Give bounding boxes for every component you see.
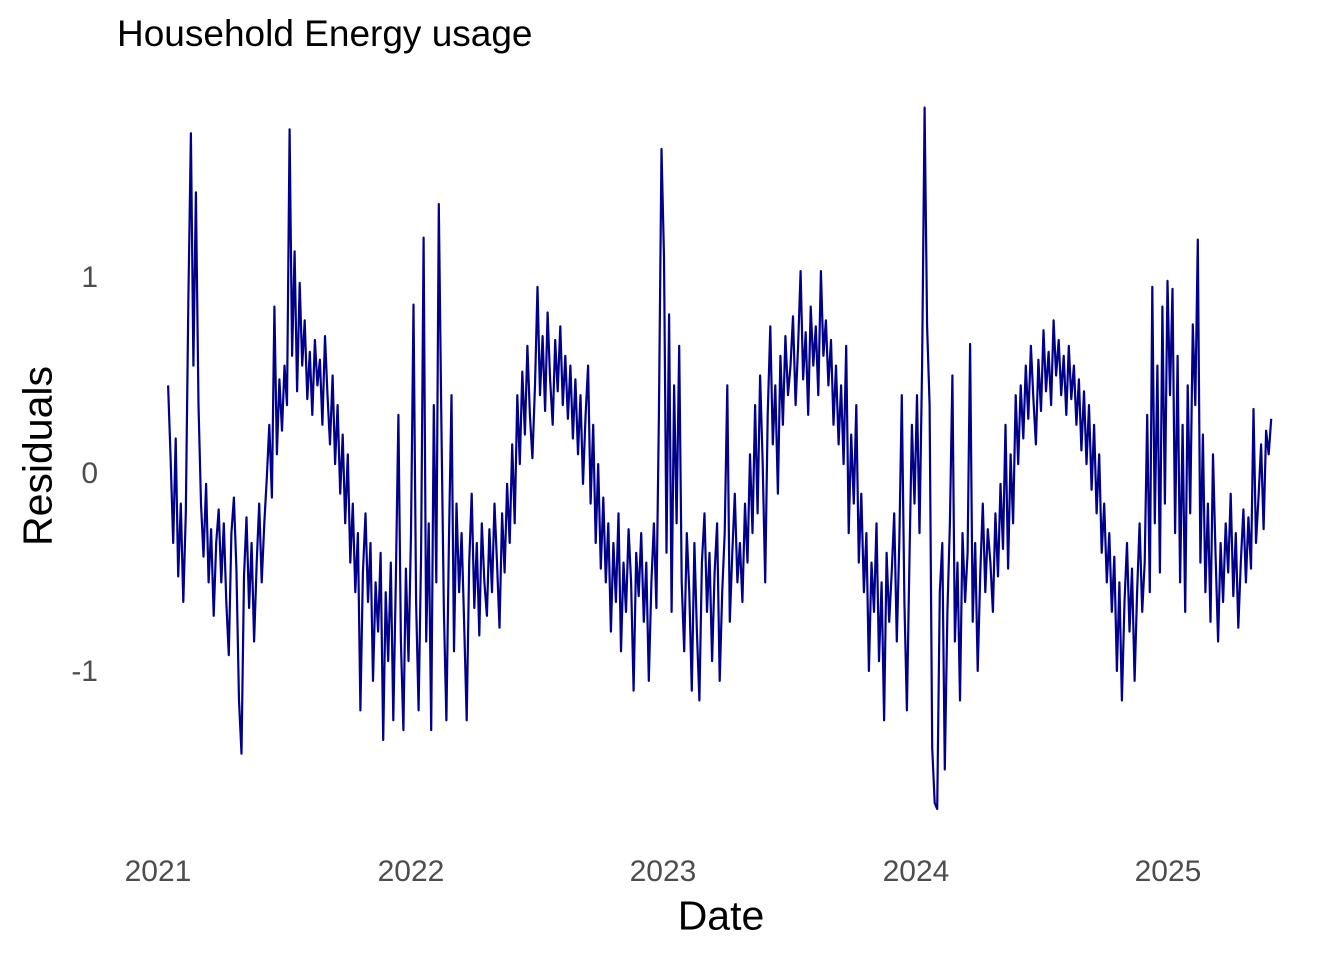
x-tick-2021: 2021 [124,855,192,888]
residuals-line [167,106,1273,811]
y-tick-neg1: -1 [71,655,98,688]
x-tick-2024: 2024 [882,855,950,888]
x-tick-2025: 2025 [1134,855,1202,888]
x-tick-2023: 2023 [629,855,697,888]
x-axis-label: Date [677,892,765,939]
y-axis-label: Residuals [14,365,61,547]
x-tick-2022: 2022 [377,855,445,888]
y-tick-0: 0 [81,457,98,490]
y-tick-1: 1 [81,261,98,294]
chart-title: Household Energy usage [117,13,533,54]
